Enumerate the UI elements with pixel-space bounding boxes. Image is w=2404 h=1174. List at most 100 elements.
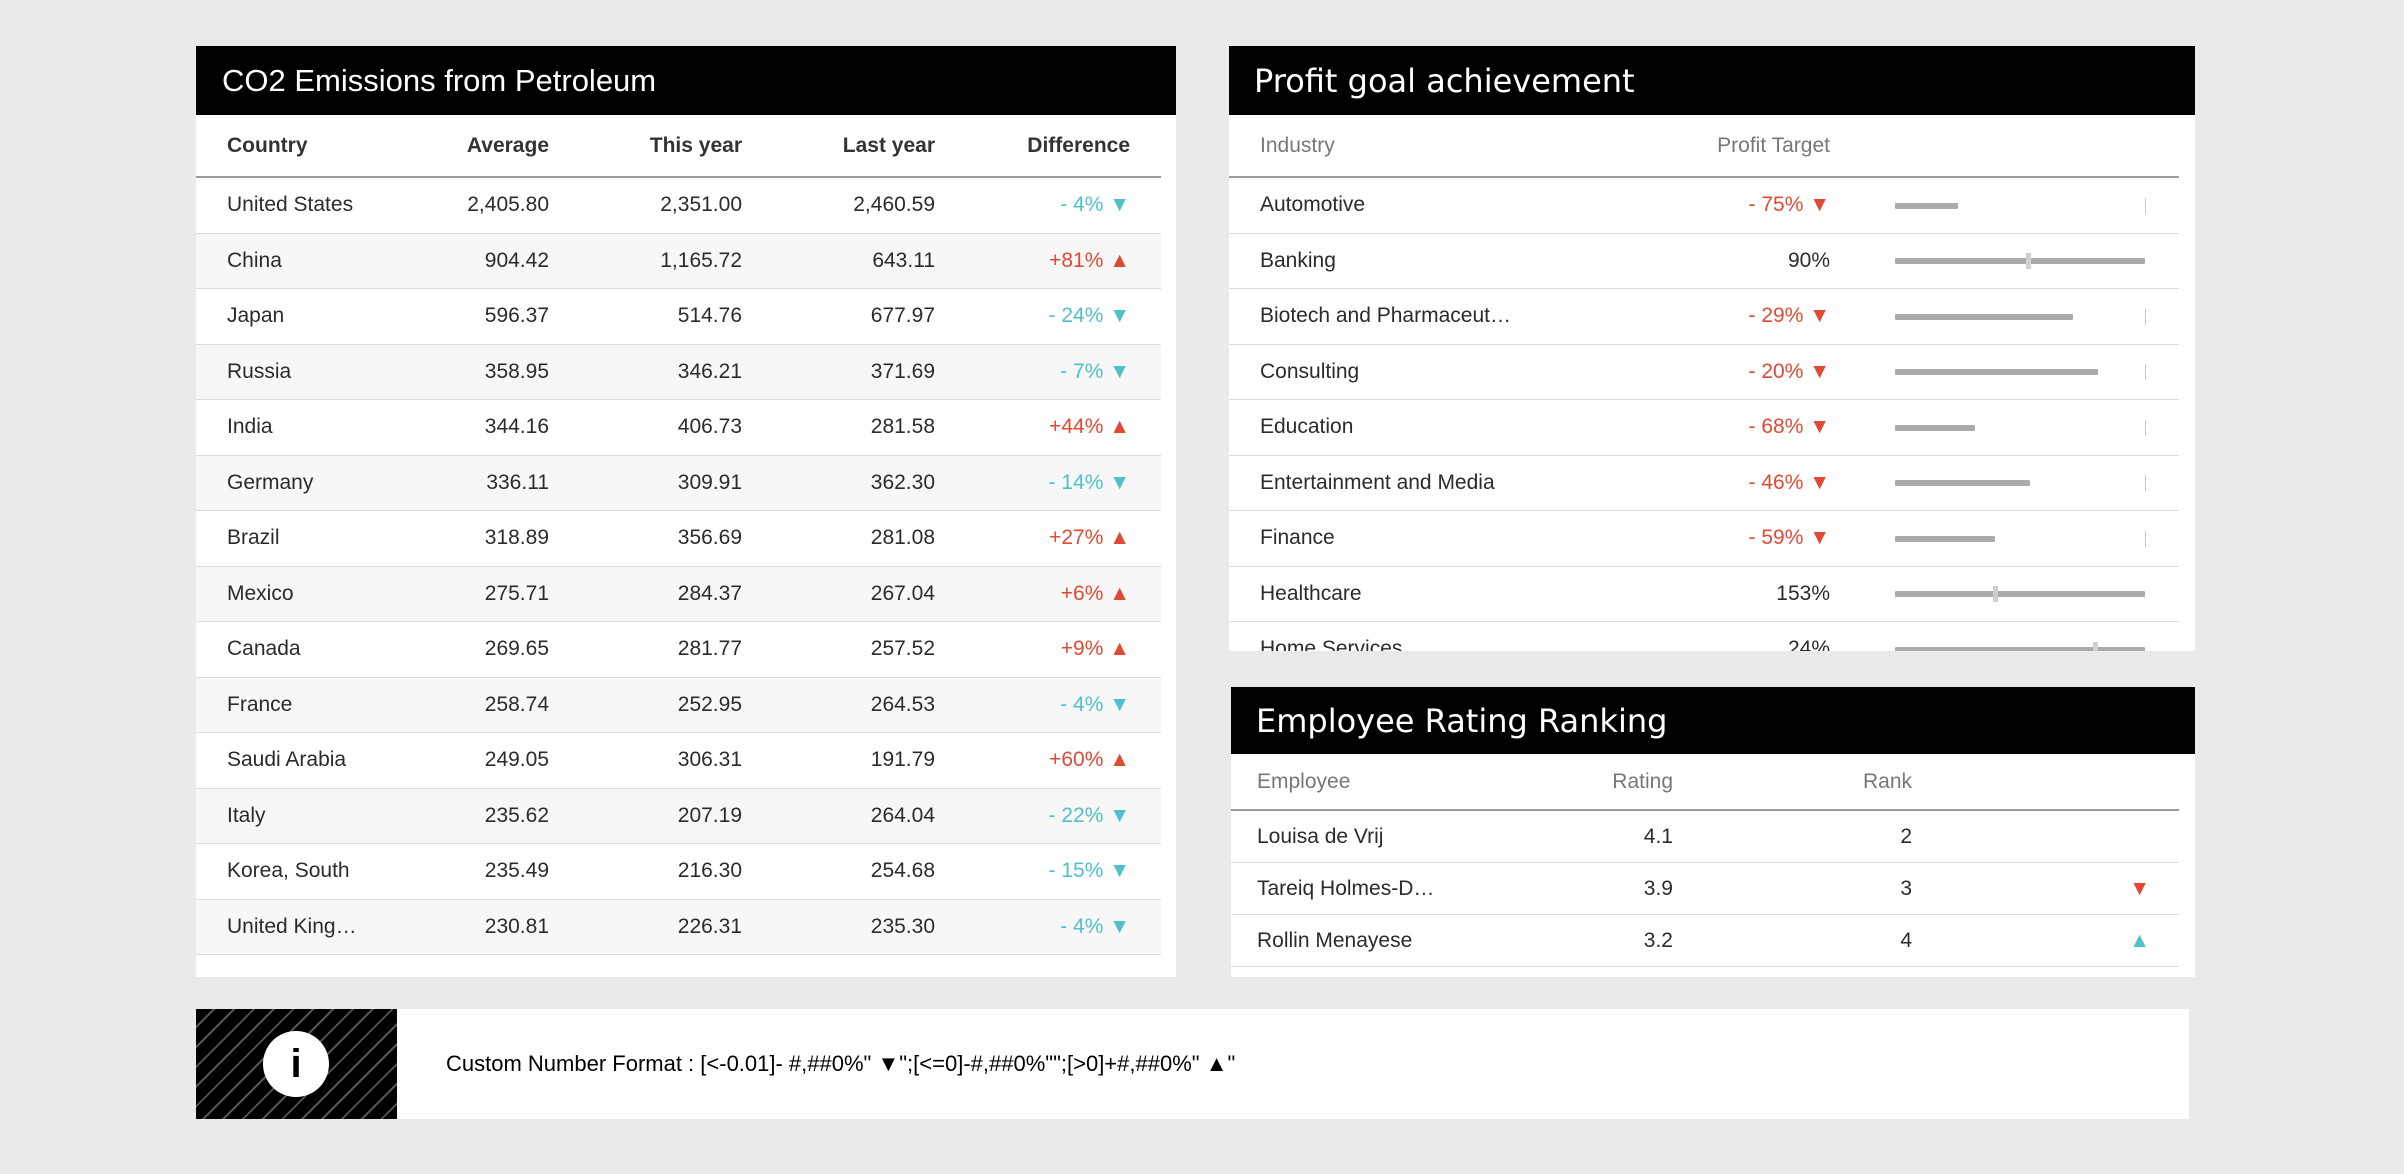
table-cell: 235.49 <box>484 859 549 883</box>
table-row: Entertainment and Media - 46% ▼ <box>1229 455 2179 511</box>
table-cell: Rollin Menayese <box>1257 928 1413 952</box>
table-cell: - 4% ▼ <box>1060 692 1130 716</box>
table-cell: 216.30 <box>677 859 742 883</box>
table-cell: - 29% ▼ <box>1748 304 1830 328</box>
progress-bar <box>1895 313 2073 320</box>
table-cell: Russia <box>227 359 292 383</box>
table-cell: Entertainment and Media <box>1260 470 1495 494</box>
table-row: Healthcare 153% <box>1229 566 2179 622</box>
header-row: Country Average This year Last year Differen… <box>196 115 1161 178</box>
table-cell: 153% <box>1776 581 1830 605</box>
table-cell: United King… <box>227 914 357 938</box>
table-cell: 904.42 <box>484 248 549 272</box>
table-cell: 226.31 <box>677 914 742 938</box>
info-text: Custom Number Format : [<-0.01]- #,##0%"… <box>446 1051 1236 1076</box>
table-cell: 24% <box>1787 637 1830 651</box>
table-cell: 514.76 <box>677 304 742 328</box>
progress-bar <box>1895 202 1958 209</box>
table-cell: - 14% ▼ <box>1048 470 1130 494</box>
table-cell: 358.95 <box>484 359 549 383</box>
target-marker <box>2025 253 2031 270</box>
table-cell: Consulting <box>1260 359 1360 383</box>
progress-bar <box>1895 369 2098 376</box>
target-tick <box>2145 308 2146 325</box>
progress-bar <box>1895 535 1995 542</box>
table-cell: Biotech and Pharmaceut… <box>1260 304 1511 328</box>
table-cell: Louisa de Vrij <box>1257 824 1384 848</box>
table-cell: Mexico <box>227 581 294 605</box>
target-tick <box>2145 364 2146 381</box>
table-cell: 406.73 <box>677 415 742 439</box>
table-cell: 90% <box>1787 248 1830 272</box>
table-row: Italy 235.62 207.19 264.04 - 22% ▼ <box>196 788 1161 844</box>
table-cell: 252.95 <box>677 692 742 716</box>
table-cell: Automotive <box>1260 193 1366 217</box>
target-tick <box>2145 475 2146 492</box>
ranking-panel: Employee Rating Ranking Employee Rating Ra… <box>1231 687 2195 977</box>
table-cell: 2 <box>1900 824 1912 848</box>
table-cell: 318.89 <box>484 526 549 550</box>
table-cell: 371.69 <box>870 359 935 383</box>
table-cell: 281.58 <box>870 415 935 439</box>
table-row: India 344.16 406.73 281.58 +44% ▲ <box>196 400 1161 456</box>
table-cell: 207.19 <box>677 803 742 827</box>
table-row: Korea, South 235.49 216.30 254.68 - 15% ▼ <box>196 844 1161 900</box>
table-cell: 596.37 <box>484 304 549 328</box>
progress-bar <box>1895 424 1975 431</box>
table-cell: United States <box>227 193 354 217</box>
target-tick <box>2145 197 2146 214</box>
target-marker <box>2093 641 2098 651</box>
table-cell: 281.77 <box>677 637 742 661</box>
column-header: Last year <box>842 133 935 157</box>
table-cell: 264.04 <box>870 803 935 827</box>
progress-bar <box>1895 591 2145 598</box>
table-row: Biotech and Pharmaceut… - 29% ▼ <box>1229 289 2179 345</box>
table-cell: - 20% ▼ <box>1748 359 1830 383</box>
table-cell: 3.9 <box>1643 876 1673 900</box>
co2-panel: CO2 Emissions from Petroleum Country Aver… <box>196 46 1176 977</box>
table-cell: +60% ▲ <box>1049 748 1130 772</box>
column-header: Industry <box>1260 133 1335 157</box>
table-cell: - 75% ▼ <box>1748 193 1830 217</box>
info-icon-box: i <box>196 1009 397 1119</box>
column-header: Rank <box>1862 769 1912 793</box>
table-row: United States 2,405.80 2,351.00 2,460.59 - 4… <box>196 178 1161 234</box>
table-cell: - 7% ▼ <box>1060 359 1130 383</box>
table-row: Brazil 318.89 356.69 281.08 +27% ▲ <box>196 511 1161 567</box>
table-cell: 3.2 <box>1643 928 1673 952</box>
table-row: United King… 230.81 226.31 235.30 - 4% ▼ <box>196 899 1161 955</box>
table-cell: 356.69 <box>677 526 742 550</box>
table-row: Germany 336.11 309.91 362.30 - 14% ▼ <box>196 455 1161 511</box>
table-cell: 254.68 <box>870 859 935 883</box>
header-row: Industry Profit Target <box>1229 115 2179 178</box>
table-cell: 643.11 <box>872 248 935 272</box>
table-cell: Canada <box>227 637 301 661</box>
table-row: Louisa de Vrij 4.1 2 <box>1231 811 2179 863</box>
column-header: Country <box>227 133 308 157</box>
table-row: Japan 596.37 514.76 677.97 - 24% ▼ <box>196 289 1161 345</box>
table-cell: 235.62 <box>484 803 549 827</box>
table-cell: France <box>227 692 293 716</box>
table-cell: Saudi Arabia <box>227 748 347 772</box>
table-cell: - 4% ▼ <box>1060 193 1130 217</box>
table-row: Finance - 59% ▼ <box>1229 511 2179 567</box>
column-header: Average <box>466 133 549 157</box>
table-cell: +9% ▲ <box>1060 637 1130 661</box>
table-cell: Education <box>1260 415 1354 439</box>
table-cell: 336.11 <box>486 470 549 494</box>
panel-title: Profit goal achievement <box>1229 46 2195 115</box>
table-cell: Germany <box>227 470 314 494</box>
column-header: This year <box>649 133 742 157</box>
table-row: Consulting - 20% ▼ <box>1229 344 2179 400</box>
profit-panel: Profit goal achievement Industry Profit T… <box>1229 46 2195 651</box>
table-cell: +44% ▲ <box>1049 415 1130 439</box>
table-cell: 258.74 <box>484 692 549 716</box>
table-cell: +6% ▲ <box>1060 581 1130 605</box>
table-row: Canada 269.65 281.77 257.52 +9% ▲ <box>196 622 1161 678</box>
target-tick <box>2145 530 2146 547</box>
info-bar: i Custom Number Format : [<-0.01]- #,##0… <box>196 1009 2189 1119</box>
info-icon: i <box>263 1031 329 1097</box>
panel-title: CO2 Emissions from Petroleum <box>196 46 1176 115</box>
table-cell: - 22% ▼ <box>1048 803 1130 827</box>
table-cell: 4.1 <box>1643 824 1673 848</box>
